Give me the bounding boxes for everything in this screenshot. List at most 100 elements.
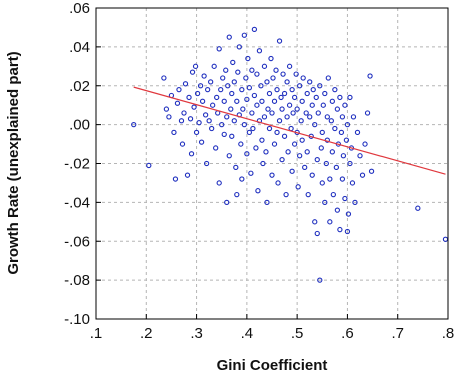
data-point — [309, 102, 315, 108]
data-point — [197, 83, 204, 89]
data-point — [186, 94, 192, 101]
data-point — [256, 48, 263, 54]
data-point — [184, 172, 191, 178]
data-point — [347, 94, 353, 101]
data-point — [238, 141, 244, 147]
data-point — [246, 85, 253, 91]
data-point — [273, 67, 279, 73]
x-axis-ticks: .1 .2 .3 .4 .5 .6 .7 .8 — [90, 314, 455, 342]
data-point — [202, 112, 209, 118]
data-point — [233, 164, 239, 171]
data-point — [213, 145, 219, 151]
data-point — [295, 184, 301, 190]
data-point — [216, 46, 222, 52]
data-point — [189, 69, 196, 75]
y-axis-title: Growth Rate (unexplained part) — [5, 51, 22, 274]
data-point — [250, 125, 256, 132]
data-point — [201, 73, 207, 79]
y-tick-label: -.08 — [64, 272, 90, 289]
data-point — [309, 172, 315, 178]
data-point — [314, 230, 320, 237]
y-tick-label: -.06 — [64, 233, 90, 250]
y-tick-label: -.02 — [64, 156, 90, 173]
data-point — [304, 149, 310, 155]
data-point — [280, 71, 286, 77]
data-point — [289, 86, 295, 93]
data-point — [298, 118, 304, 124]
data-point — [320, 102, 326, 108]
data-point — [305, 191, 311, 198]
data-point — [359, 172, 366, 178]
data-point — [161, 75, 167, 81]
data-point — [337, 94, 343, 101]
data-point — [263, 149, 269, 155]
data-point — [187, 116, 194, 122]
data-point — [244, 96, 250, 103]
data-point — [254, 102, 260, 108]
data-point — [302, 164, 308, 171]
data-point — [146, 162, 152, 169]
data-point — [357, 153, 363, 159]
data-point — [289, 168, 295, 174]
data-point — [269, 110, 275, 116]
data-point — [228, 106, 234, 112]
data-point — [274, 86, 280, 93]
data-point — [218, 86, 224, 93]
data-point — [221, 98, 227, 104]
data-point — [270, 75, 276, 81]
data-point — [284, 114, 290, 120]
data-point — [230, 59, 236, 66]
data-point — [294, 106, 300, 112]
data-point — [211, 63, 217, 69]
data-point — [194, 90, 201, 97]
data-point — [249, 67, 255, 73]
data-point — [318, 145, 324, 151]
data-point — [266, 125, 273, 132]
data-point — [344, 121, 351, 128]
data-point — [297, 153, 303, 159]
data-point — [208, 79, 214, 85]
data-point — [328, 118, 334, 124]
data-point — [327, 219, 333, 225]
data-point — [206, 118, 212, 124]
data-point — [339, 176, 346, 182]
data-point — [285, 149, 291, 155]
x-tick-label: .7 — [391, 325, 404, 342]
data-point — [225, 83, 231, 89]
data-point — [246, 129, 253, 136]
data-point — [322, 90, 328, 97]
data-point — [368, 168, 375, 174]
data-point — [415, 205, 421, 211]
data-point — [317, 83, 323, 89]
data-point — [269, 172, 275, 178]
data-point — [260, 160, 266, 167]
data-point — [199, 98, 206, 104]
data-point — [290, 110, 296, 116]
data-point — [236, 44, 242, 50]
data-point — [327, 176, 333, 182]
data-point — [239, 176, 245, 182]
data-point — [362, 141, 368, 147]
data-point — [224, 114, 230, 120]
data-point — [313, 94, 319, 101]
y-tick-label: .06 — [69, 0, 90, 17]
data-point — [248, 170, 254, 176]
x-tick-label: .2 — [140, 325, 153, 342]
data-point — [297, 83, 303, 89]
data-point — [304, 90, 310, 97]
y-tick-label: .04 — [69, 39, 90, 56]
x-tick-label: .3 — [190, 325, 203, 342]
data-point — [303, 110, 309, 116]
data-point — [323, 160, 329, 167]
data-point — [226, 153, 232, 159]
data-point — [317, 277, 323, 283]
data-point — [342, 195, 348, 202]
data-point — [258, 83, 264, 89]
data-point — [347, 160, 353, 167]
x-tick-label: .8 — [442, 325, 455, 342]
y-axis-ticks: -.10 -.08 -.06 -.04 -.02 .00 .02 .04 .06 — [64, 0, 101, 328]
data-point — [178, 118, 185, 124]
y-tick-label: .00 — [69, 117, 90, 134]
y-tick-label: .02 — [69, 78, 90, 95]
data-point — [229, 133, 235, 139]
